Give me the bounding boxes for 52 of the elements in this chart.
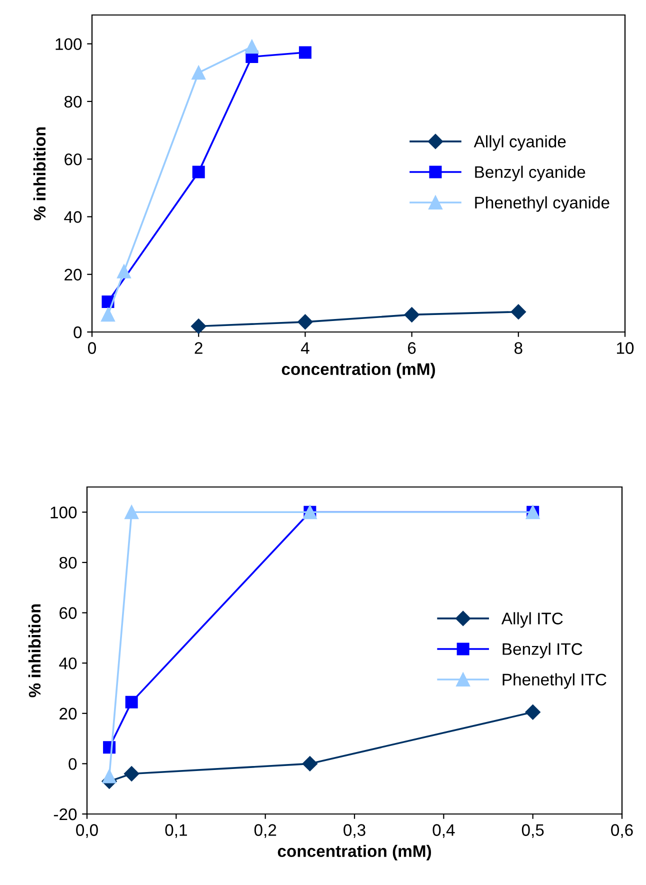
x-tick-label: 2: [194, 342, 202, 354]
point: [102, 769, 116, 784]
point: [124, 505, 139, 520]
y-axis-title: % inhibition: [28, 604, 41, 698]
point: [510, 304, 526, 320]
x-tick-label: 0,6: [611, 824, 633, 838]
point: [101, 308, 115, 322]
point: [404, 307, 420, 322]
y-tick-label: 80: [59, 556, 77, 569]
y-tick-label: 100: [50, 506, 77, 518]
x-axis-title: concentration (mM): [282, 362, 435, 378]
point: [117, 264, 131, 278]
point: [298, 314, 313, 330]
x-axis-title: concentration (mM): [278, 844, 431, 860]
y-tick-label: -20: [54, 808, 77, 820]
x-tick-label: 0,4: [432, 824, 455, 838]
y-tick-label: 20: [64, 268, 82, 281]
point: [525, 704, 540, 720]
y-tick-label: 40: [59, 657, 77, 670]
y-tick-label: 20: [60, 708, 77, 720]
x-tick-label: 8: [514, 342, 522, 354]
y-tick-label: 0: [68, 758, 77, 770]
legend-label: Benzyl ITC: [502, 642, 582, 658]
y-tick-label: 80: [64, 96, 82, 108]
y-tick-label: 0: [74, 326, 82, 338]
x-tick-label: 4: [300, 342, 310, 354]
point: [298, 46, 312, 59]
legend-label: Phenethyl cyanide: [475, 196, 610, 212]
x-tick-label: 6: [408, 342, 416, 354]
point: [302, 756, 318, 772]
point: [192, 166, 205, 178]
legend-label: Phenethyl ITC: [502, 673, 606, 689]
point: [125, 696, 138, 708]
y-tick-label: 100: [56, 38, 82, 50]
x-tick-label: 10: [617, 342, 634, 354]
point: [191, 318, 206, 334]
x-tick-label: 0,5: [522, 824, 544, 838]
x-tick-label: 0,3: [344, 824, 366, 838]
y-tick-label: 40: [64, 211, 82, 223]
point: [244, 40, 259, 54]
legend-label: Allyl cyanide: [474, 135, 566, 151]
x-tick-label: 0,0: [76, 824, 98, 838]
y-axis-title: % inhibition: [33, 127, 46, 220]
y-tick-label: 60: [64, 153, 82, 166]
x-tick-label: 0: [88, 342, 96, 354]
x-tick-label: 0,1: [165, 824, 187, 838]
legend-label: Allyl ITC: [501, 612, 563, 628]
point: [192, 66, 206, 80]
point: [124, 766, 140, 782]
x-tick-label: 0,2: [254, 824, 276, 838]
legend-label: Benzyl cyanide: [475, 166, 586, 182]
y-tick-label: 60: [60, 607, 77, 619]
